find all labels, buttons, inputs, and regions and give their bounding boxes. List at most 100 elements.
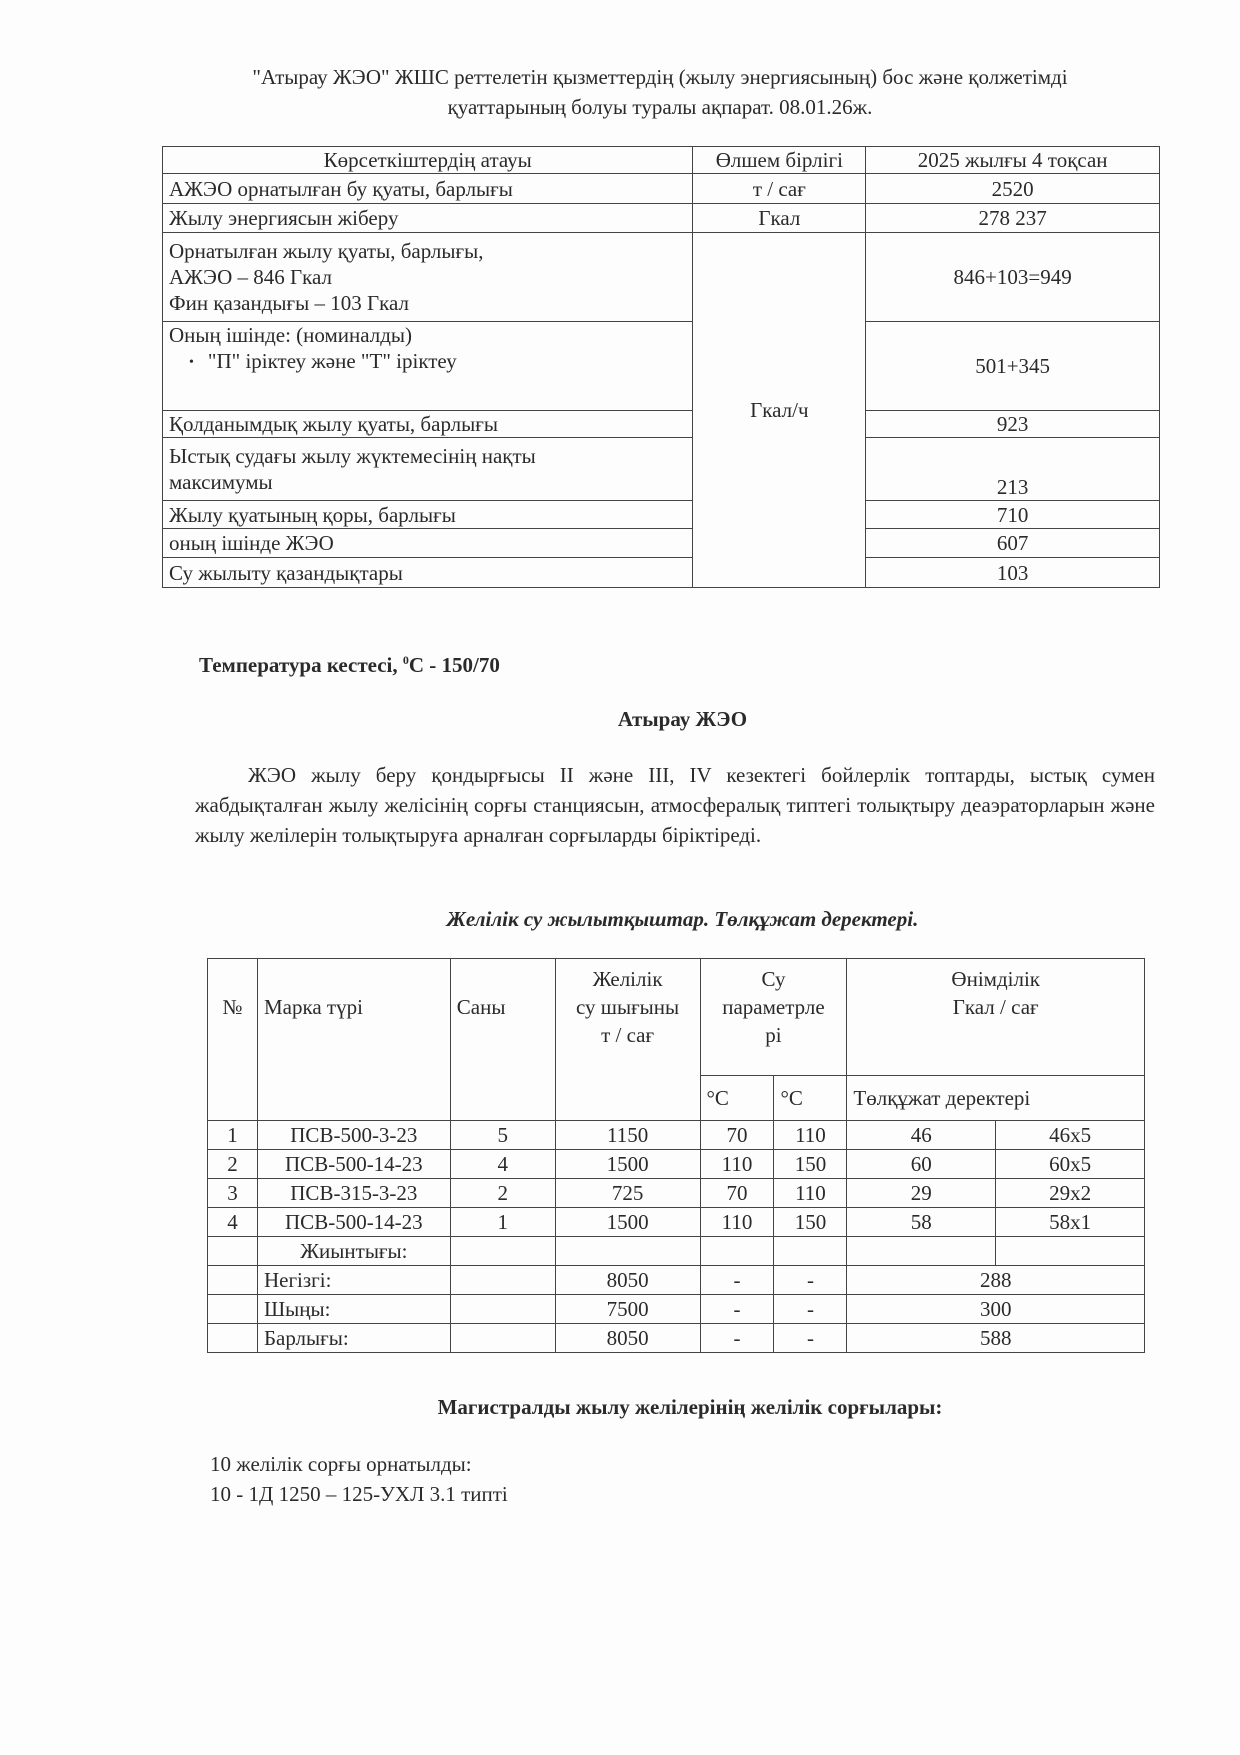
header-brand: Марка түрі bbox=[256, 958, 451, 1121]
header-passport: Төлқұжат деректері bbox=[846, 1075, 1145, 1121]
row-value: 710 bbox=[865, 500, 1160, 529]
cell-total-label: Шыңы: bbox=[256, 1294, 451, 1324]
cell-temp-in: - bbox=[699, 1323, 775, 1353]
table-row: АЖЭО орнатылған бу қуаты, барлығы т / са… bbox=[161, 173, 1160, 204]
cell-perf: 588 bbox=[846, 1323, 1145, 1353]
pumps-title: Магистралды жылу желілерінің желілік сор… bbox=[437, 1395, 943, 1419]
pumps-line-1: 10 желілік сорғы орнатылды: bbox=[210, 1452, 472, 1476]
cell-temp-out: - bbox=[773, 1265, 848, 1295]
cell-perf: 288 bbox=[846, 1265, 1145, 1295]
header-no: № bbox=[207, 958, 258, 1121]
cell-flow: 1150 bbox=[554, 1120, 701, 1150]
table-header-row: № Марка түрі Саны Желілік су шығыны т / … bbox=[207, 958, 1145, 1121]
cell-total-label: Барлығы: bbox=[256, 1323, 451, 1353]
cell-empty bbox=[207, 1323, 258, 1353]
header-indicator-name: Көрсеткіштердің атауы bbox=[161, 146, 694, 174]
row-label: Оның ішінде: (номиналды) "П" іріктеу жән… bbox=[161, 321, 694, 411]
cell-empty bbox=[449, 1294, 556, 1324]
cell-perf: 60 bbox=[846, 1149, 997, 1179]
row-label: оның ішінде ЖЭО bbox=[161, 528, 694, 558]
cell-temp-in: 110 bbox=[699, 1207, 775, 1237]
capacity-table: Көрсеткіштердің атауы Өлшем бірлігі 2025… bbox=[161, 146, 1160, 588]
cell-temp-out: - bbox=[773, 1294, 848, 1324]
header-line: Өнімділік bbox=[951, 967, 1040, 991]
cell-perf: 300 bbox=[846, 1294, 1145, 1324]
header-performance: Өнімділік Гкал / сағ bbox=[846, 958, 1145, 1076]
cell-brand: ПСВ-500-3-23 bbox=[256, 1120, 451, 1150]
row-unit: т / сағ bbox=[692, 173, 867, 204]
cell-count: 5 bbox=[449, 1120, 556, 1150]
cell-perf-total: 58х1 bbox=[995, 1207, 1145, 1237]
cell-flow: 1500 bbox=[554, 1149, 701, 1179]
cell-flow: 725 bbox=[554, 1178, 701, 1208]
temperature-schedule: Температура кестесі, 0С - 150/70 bbox=[199, 653, 500, 678]
row-value: 846+103=949 bbox=[865, 232, 1160, 322]
row-value: 923 bbox=[865, 410, 1160, 438]
paragraph-text: ЖЭО жылу беру қондырғысы II және III, IV… bbox=[195, 763, 1155, 847]
cell-flow: 8050 bbox=[554, 1265, 701, 1295]
cell-brand: ПСВ-500-14-23 bbox=[256, 1149, 451, 1179]
table-total-row: Негізгі: 8050 - - 288 bbox=[207, 1265, 1145, 1295]
cell-temp-out: - bbox=[773, 1323, 848, 1353]
label-line: Орнатылған жылу қуаты, барлығы, bbox=[169, 239, 484, 263]
cell-empty bbox=[846, 1236, 997, 1266]
cell-empty bbox=[207, 1294, 258, 1324]
title-line-2: қуаттарының болуы туралы ақпарат. 08.01.… bbox=[447, 95, 873, 119]
row-value: 607 bbox=[865, 528, 1160, 558]
table-row: оның ішінде ЖЭО 607 bbox=[161, 528, 1160, 558]
table-row: 2 ПСВ-500-14-23 4 1500 110 150 60 60х5 bbox=[207, 1149, 1145, 1179]
cell-flow: 7500 bbox=[554, 1294, 701, 1324]
cell-temp-out: 110 bbox=[773, 1178, 848, 1208]
header-line: Су bbox=[761, 967, 786, 991]
cell-flow: 1500 bbox=[554, 1207, 701, 1237]
cell-empty bbox=[449, 1265, 556, 1295]
table-row: Жылу қуатының қоры, барлығы 710 bbox=[161, 500, 1160, 529]
table-row: 4 ПСВ-500-14-23 1 1500 110 150 58 58х1 bbox=[207, 1207, 1145, 1237]
cell-perf: 46 bbox=[846, 1120, 997, 1150]
cell-perf: 29 bbox=[846, 1178, 997, 1208]
pumps-info: 10 желілік сорғы орнатылды: 10 - 1Д 1250… bbox=[210, 1449, 508, 1509]
table-row: 3 ПСВ-315-3-23 2 725 70 110 29 29х2 bbox=[207, 1178, 1145, 1208]
header-period: 2025 жылғы 4 тоқсан bbox=[865, 146, 1160, 174]
table-header-row: Көрсеткіштердің атауы Өлшем бірлігі 2025… bbox=[161, 146, 1160, 174]
row-unit-merged: Гкал/ч bbox=[692, 232, 867, 588]
header-deg-in: °С bbox=[699, 1075, 775, 1121]
cell-temp-out: 110 bbox=[773, 1120, 848, 1150]
cell-temp-in: 110 bbox=[699, 1149, 775, 1179]
cell-empty bbox=[995, 1236, 1145, 1266]
cell-temp-in: 70 bbox=[699, 1178, 775, 1208]
table-subheader-row: °С °С Төлқұжат деректері bbox=[208, 1075, 1145, 1121]
table-row: Су жылыту қазандықтары 103 bbox=[161, 557, 1160, 588]
row-label: АЖЭО орнатылған бу қуаты, барлығы bbox=[161, 173, 694, 204]
cell-temp-out: 150 bbox=[773, 1207, 848, 1237]
table-row: Орнатылған жылу қуаты, барлығы, АЖЭО – 8… bbox=[161, 232, 1160, 588]
degree-superscript: 0 bbox=[402, 653, 409, 667]
table-row: Қолданымдық жылу қуаты, барлығы 923 bbox=[161, 410, 1160, 438]
cell-no: 1 bbox=[207, 1120, 258, 1150]
cell-empty bbox=[207, 1265, 258, 1295]
cell-brand: ПСВ-315-3-23 bbox=[256, 1178, 451, 1208]
row-label: Жылу қуатының қоры, барлығы bbox=[161, 500, 694, 529]
table-total-row: Шыңы: 7500 - - 300 bbox=[207, 1294, 1145, 1324]
title-line-1: "Атырау ЖЭО" ЖШС реттелетін қызметтердің… bbox=[252, 65, 1068, 89]
row-label: Қолданымдық жылу қуаты, барлығы bbox=[161, 410, 694, 438]
table-total-header-row: Жиынтығы: bbox=[207, 1236, 1145, 1266]
cell-empty bbox=[207, 1236, 258, 1266]
header-count: Саны bbox=[449, 958, 556, 1121]
bullet-item: "П" іріктеу және "Т" іріктеу bbox=[169, 348, 686, 376]
cell-temp-in: 70 bbox=[699, 1120, 775, 1150]
cell-empty bbox=[449, 1236, 556, 1266]
cell-perf-total: 60х5 bbox=[995, 1149, 1145, 1179]
cell-temp-out: 150 bbox=[773, 1149, 848, 1179]
label-line: Ыстық судағы жылу жүктемесінің нақты bbox=[169, 444, 536, 468]
document-title: "Атырау ЖЭО" ЖШС реттелетін қызметтердің… bbox=[150, 62, 1170, 122]
header-line: параметрле bbox=[722, 995, 825, 1019]
header-line: Желілік bbox=[592, 967, 663, 991]
row-value: 2520 bbox=[865, 173, 1160, 204]
row-label: Жылу энергиясын жіберу bbox=[161, 203, 694, 233]
header-line: су шығыны bbox=[576, 995, 680, 1019]
header-deg-out: °С bbox=[773, 1075, 848, 1121]
table-row: Жылу энергиясын жіберу Гкал 278 237 bbox=[161, 203, 1160, 233]
section-title: Атырау ЖЭО bbox=[617, 707, 748, 731]
pumps-line-2: 10 - 1Д 1250 – 125-УХЛ 3.1 типті bbox=[210, 1482, 508, 1506]
